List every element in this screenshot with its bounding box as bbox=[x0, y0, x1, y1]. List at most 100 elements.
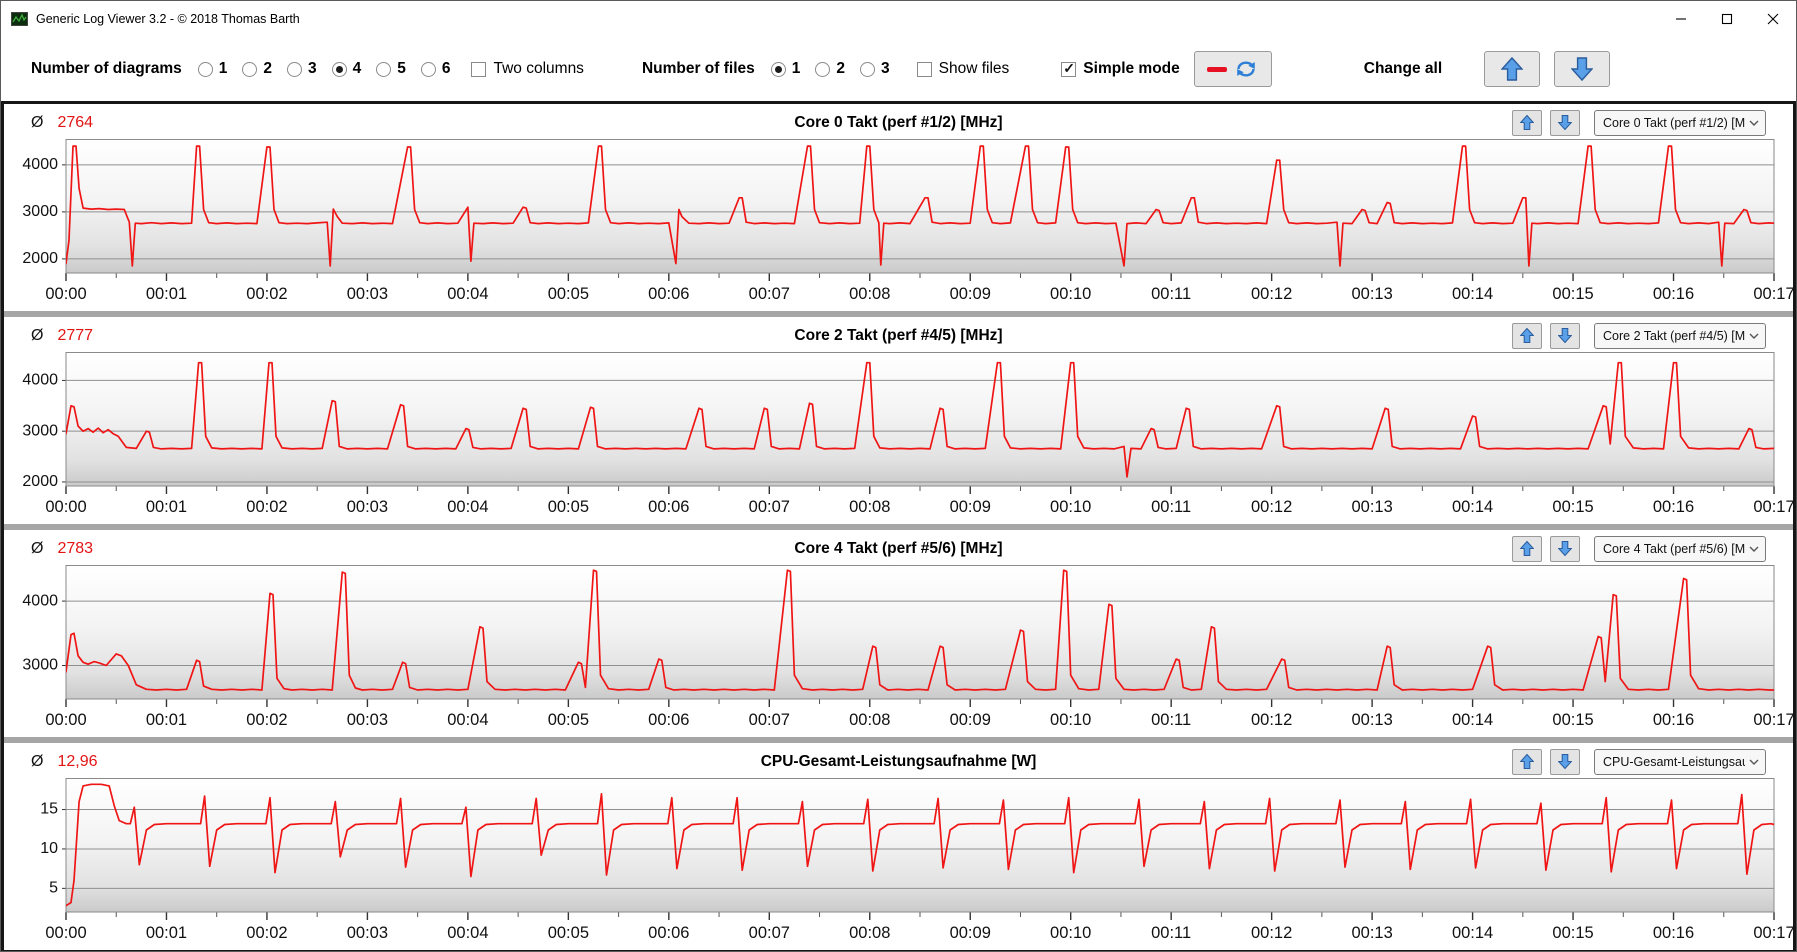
checkbox-box bbox=[1061, 60, 1077, 77]
window-title: Generic Log Viewer 3.2 - © 2018 Thomas B… bbox=[36, 12, 300, 26]
chevron-down-icon bbox=[1749, 120, 1759, 126]
svg-text:00:05: 00:05 bbox=[548, 711, 589, 729]
svg-text:00:14: 00:14 bbox=[1452, 498, 1493, 516]
checkbox-box bbox=[471, 61, 487, 77]
file-count-radio-1[interactable]: 1 bbox=[770, 60, 800, 78]
panel-separator bbox=[4, 311, 1793, 317]
svg-text:00:13: 00:13 bbox=[1351, 924, 1392, 942]
svg-text:2000: 2000 bbox=[22, 473, 58, 490]
arrow-down-icon bbox=[1558, 114, 1572, 131]
move-down-button[interactable] bbox=[1550, 535, 1580, 562]
chart-panel-2: Ø 2777 Core 2 Takt (perf #4/5) [MHz] Cor… bbox=[4, 317, 1795, 526]
svg-text:00:07: 00:07 bbox=[749, 498, 790, 516]
two-columns-label: Two columns bbox=[493, 60, 584, 77]
signal-select-value: CPU-Gesamt-Leistungsau bbox=[1603, 754, 1745, 769]
svg-text:00:15: 00:15 bbox=[1552, 711, 1593, 729]
file-count-radio-group: 1 2 3 bbox=[770, 60, 905, 78]
svg-text:00:07: 00:07 bbox=[749, 711, 790, 729]
move-down-button[interactable] bbox=[1550, 109, 1580, 136]
two-columns-checkbox[interactable]: Two columns bbox=[471, 60, 584, 78]
svg-text:00:17: 00:17 bbox=[1753, 498, 1794, 516]
svg-text:00:02: 00:02 bbox=[246, 285, 287, 303]
diagram-count-radio-4[interactable]: 4 bbox=[331, 60, 362, 78]
diagram-count-radio-3[interactable]: 3 bbox=[286, 60, 317, 78]
svg-text:00:07: 00:07 bbox=[749, 924, 790, 942]
chart-title: Core 0 Takt (perf #1/2) [MHz] bbox=[794, 113, 1003, 131]
move-up-button[interactable] bbox=[1512, 748, 1542, 775]
diagram-count-radio-2[interactable]: 2 bbox=[242, 60, 272, 78]
panel-header: Ø 2783 Core 4 Takt (perf #5/6) [MHz] Cor… bbox=[4, 530, 1793, 565]
diagram-count-radio-5[interactable]: 5 bbox=[376, 60, 406, 78]
average-value: 2783 bbox=[57, 539, 94, 557]
signal-select[interactable]: CPU-Gesamt-Leistungsau bbox=[1594, 748, 1766, 775]
svg-text:00:10: 00:10 bbox=[1050, 924, 1091, 942]
sync-arrows-icon bbox=[1234, 59, 1258, 79]
average-value: 2764 bbox=[57, 113, 94, 131]
show-files-checkbox[interactable]: Show files bbox=[916, 60, 1009, 78]
svg-text:00:12: 00:12 bbox=[1251, 924, 1292, 942]
change-all-up-button[interactable] bbox=[1484, 51, 1541, 87]
move-up-button[interactable] bbox=[1512, 109, 1542, 136]
average-value: 2777 bbox=[57, 326, 94, 344]
svg-text:00:11: 00:11 bbox=[1151, 498, 1191, 516]
red-dash-icon bbox=[1207, 66, 1228, 72]
diagram-count-radio-6[interactable]: 6 bbox=[420, 60, 451, 78]
file-count-radio-2[interactable]: 2 bbox=[815, 60, 845, 78]
svg-text:00:13: 00:13 bbox=[1351, 285, 1392, 303]
simple-mode-checkbox[interactable]: Simple mode bbox=[1061, 60, 1180, 78]
move-down-button[interactable] bbox=[1550, 748, 1580, 775]
minimize-button[interactable] bbox=[1658, 1, 1704, 37]
close-button[interactable] bbox=[1750, 1, 1796, 37]
svg-text:00:08: 00:08 bbox=[849, 711, 890, 729]
signal-select-value: Core 2 Takt (perf #4/5) [M bbox=[1603, 328, 1745, 343]
arrow-up-icon bbox=[1520, 327, 1534, 344]
svg-text:00:16: 00:16 bbox=[1653, 498, 1694, 516]
radio-circle-icon bbox=[242, 61, 258, 77]
maximize-button[interactable] bbox=[1704, 1, 1750, 37]
move-up-button[interactable] bbox=[1512, 535, 1542, 562]
svg-text:00:09: 00:09 bbox=[950, 498, 991, 516]
radio-label: 4 bbox=[352, 60, 362, 77]
file-count-radio-3[interactable]: 3 bbox=[860, 60, 890, 78]
svg-text:00:16: 00:16 bbox=[1653, 924, 1694, 942]
svg-text:00:03: 00:03 bbox=[347, 711, 388, 729]
change-all-down-button[interactable] bbox=[1554, 51, 1611, 87]
move-up-button[interactable] bbox=[1512, 322, 1542, 349]
svg-text:00:04: 00:04 bbox=[447, 924, 488, 942]
chart-canvas: 3000 4000 00:00 00:01 00:02 00:03 00:04 00:05 00… bbox=[4, 565, 1795, 739]
move-down-button[interactable] bbox=[1550, 322, 1580, 349]
svg-text:00:14: 00:14 bbox=[1452, 924, 1493, 942]
radio-circle-icon bbox=[286, 61, 302, 77]
app-icon bbox=[11, 12, 28, 26]
signal-select[interactable]: Core 2 Takt (perf #4/5) [M bbox=[1594, 322, 1766, 349]
svg-text:00:08: 00:08 bbox=[849, 285, 890, 303]
diagram-count-radio-group: 1 2 3 4 5 6 bbox=[197, 60, 466, 78]
svg-text:00:09: 00:09 bbox=[950, 285, 991, 303]
svg-text:00:17: 00:17 bbox=[1753, 285, 1794, 303]
average-symbol: Ø bbox=[31, 539, 44, 557]
line-style-refresh-button[interactable] bbox=[1193, 51, 1272, 87]
signal-select[interactable]: Core 0 Takt (perf #1/2) [M bbox=[1594, 109, 1766, 136]
svg-text:00:03: 00:03 bbox=[347, 498, 388, 516]
svg-text:00:00: 00:00 bbox=[45, 285, 86, 303]
average-symbol: Ø bbox=[31, 113, 44, 131]
checkbox-box bbox=[916, 61, 932, 77]
radio-label: 5 bbox=[397, 60, 406, 77]
number-of-diagrams-label: Number of diagrams bbox=[31, 60, 182, 77]
radio-label: 6 bbox=[441, 60, 451, 77]
chart-title: Core 4 Takt (perf #5/6) [MHz] bbox=[794, 539, 1003, 557]
simple-mode-label: Simple mode bbox=[1083, 60, 1180, 77]
svg-text:3000: 3000 bbox=[22, 422, 58, 439]
arrow-up-icon bbox=[1520, 753, 1534, 770]
radio-circle-icon bbox=[860, 61, 876, 77]
svg-text:00:00: 00:00 bbox=[45, 924, 86, 942]
svg-text:2000: 2000 bbox=[22, 250, 58, 267]
diagram-count-radio-1[interactable]: 1 bbox=[197, 60, 227, 78]
chart-canvas: 2000 3000 4000 00:00 00:01 00:02 00:03 00:04 00:… bbox=[4, 352, 1795, 526]
svg-text:00:16: 00:16 bbox=[1653, 285, 1694, 303]
panel-header: Ø 2764 Core 0 Takt (perf #1/2) [MHz] Cor… bbox=[4, 104, 1793, 139]
svg-text:4000: 4000 bbox=[22, 592, 58, 609]
signal-select[interactable]: Core 4 Takt (perf #5/6) [M bbox=[1594, 535, 1766, 562]
radio-circle-icon bbox=[815, 61, 831, 77]
svg-text:00:06: 00:06 bbox=[648, 711, 689, 729]
